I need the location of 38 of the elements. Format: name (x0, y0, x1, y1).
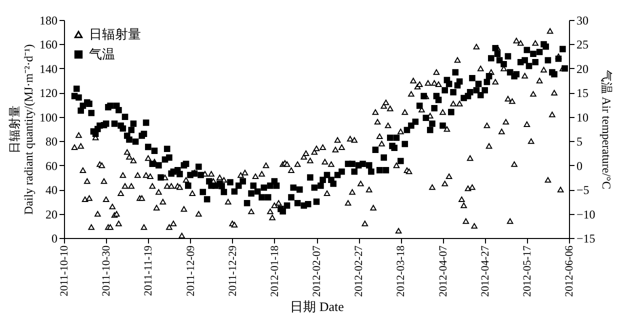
y2-tick-label: −5 (576, 183, 590, 198)
y-tick-label: 40 (46, 183, 58, 198)
x-tick-label: 2012-02-27 (353, 245, 366, 297)
x-tick-label: 2012-04-07 (437, 245, 450, 297)
y-tick-label: 80 (46, 134, 58, 149)
x-tick-label: 2012-01-18 (268, 245, 281, 297)
x-tick-label: 2011-10-30 (100, 245, 113, 296)
y-tick-label: 20 (46, 207, 58, 222)
x-axis-title: 日期 Date (290, 298, 344, 314)
y2-tick-label: −10 (576, 207, 596, 222)
y2-tick-label: 30 (576, 14, 588, 28)
y2-tick-label: 15 (576, 86, 588, 100)
y2-tick-label: −15 (576, 232, 596, 246)
y-tick-label: 0 (52, 232, 58, 246)
x-tick-label: 2012-02-07 (311, 245, 323, 297)
y-tick-label: 120 (40, 86, 58, 100)
x-tick-label: 2012-05-17 (521, 245, 534, 297)
y2-axis-title: 气温 Air temperature/°C (599, 70, 614, 190)
x-tick-label: 2012-03-18 (395, 245, 408, 297)
legend-label: 气温 (89, 46, 115, 62)
x-tick-label: 2011-12-29 (226, 245, 239, 296)
x-tick-label: 2011-12-09 (184, 245, 197, 296)
y2-tick-label: 10 (576, 110, 588, 124)
x-tick-label: 2011-10-10 (58, 245, 70, 296)
y-axis-title: 日辐射量 Daily radiant quantity/(MJ·m⁻²·d⁻¹) (8, 44, 36, 215)
y-tick-label: 160 (40, 38, 58, 52)
legend-label: 日辐射量 (89, 26, 141, 42)
x-tick-label: 2012-06-06 (564, 245, 576, 297)
x-tick-label: 2012-04-27 (479, 245, 492, 297)
y2-tick-label: 0 (576, 158, 582, 173)
y2-tick-label: 20 (576, 62, 588, 76)
x-tick-label: 2011-11-19 (142, 245, 155, 296)
y-tick-label: 140 (40, 62, 58, 76)
y-tick-label: 180 (40, 14, 58, 28)
y-tick-label: 100 (40, 110, 58, 124)
y2-tick-label: 25 (576, 38, 588, 52)
y2-tick-label: 5 (576, 134, 582, 149)
y-tick-label: 60 (46, 158, 58, 173)
